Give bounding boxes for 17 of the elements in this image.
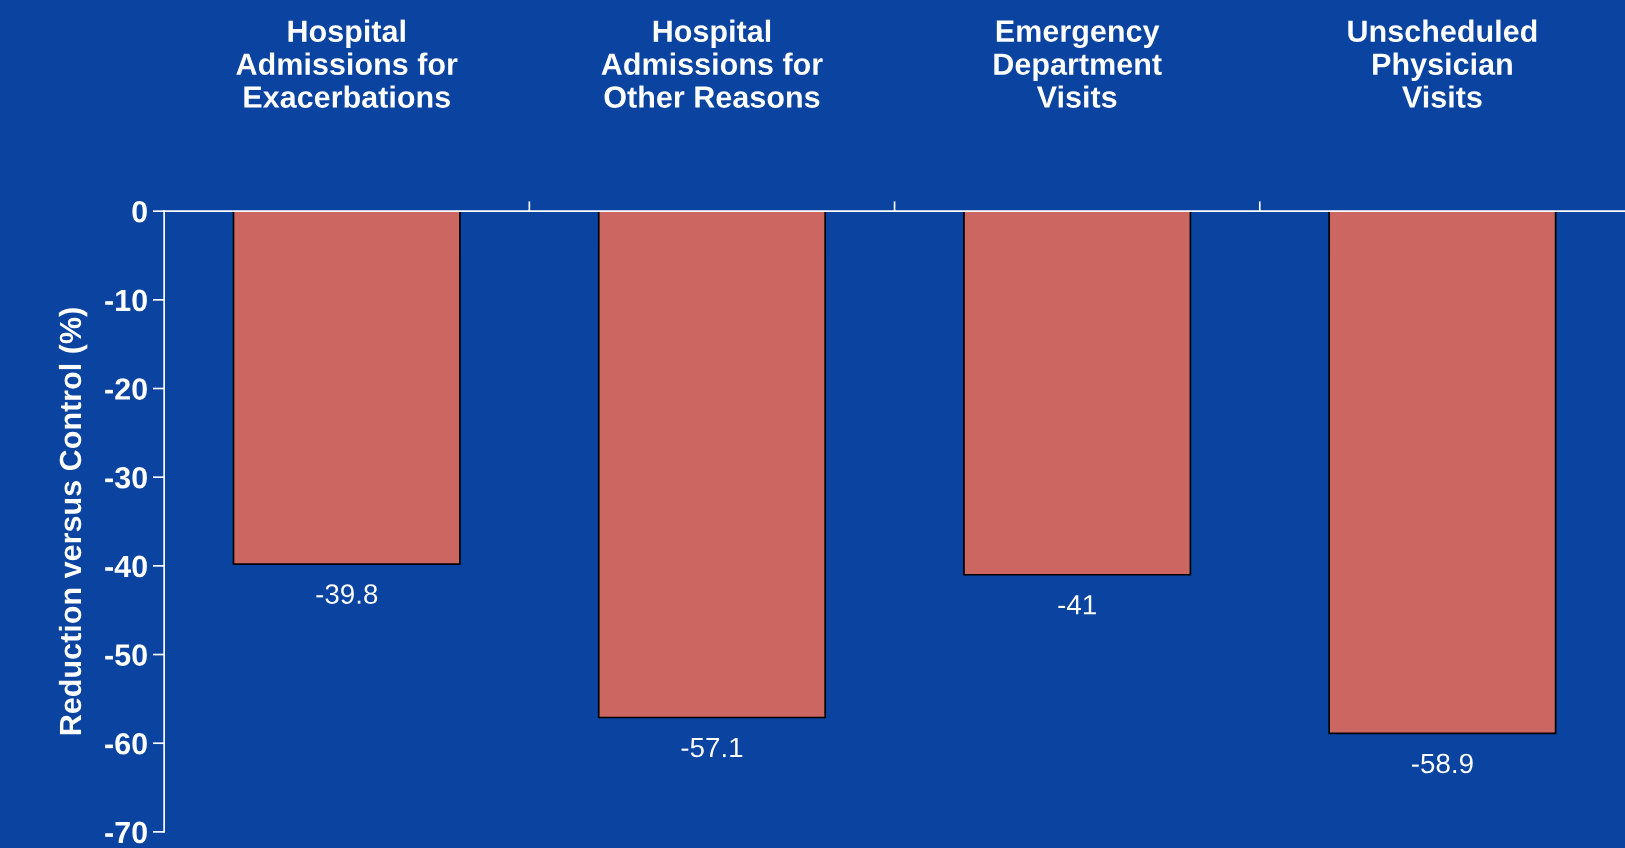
y-tick-label: -60 (105, 732, 147, 755)
x-tick-label: Hospital Admissions for Exacerbations (236, 19, 458, 108)
y-tick-label: 0 (132, 200, 147, 223)
y-tick-label: -50 (105, 644, 147, 666)
y-tick-label: -40 (105, 555, 147, 578)
data-label: -57.1 (681, 737, 743, 758)
x-tick-label: Unscheduled Physician Visits (1348, 19, 1537, 108)
y-axis-title: Reduction versus Control (%) (58, 308, 88, 735)
x-tick-label: Hospital Admissions for Other Reasons (601, 19, 823, 108)
x-tick-label: Emergency Department Visits (994, 20, 1162, 108)
y-tick-label: -70 (105, 821, 147, 844)
data-label: -39.8 (316, 584, 378, 604)
y-tick-label: -20 (105, 378, 147, 400)
y-tick-label: -10 (105, 289, 147, 312)
data-label: -41 (1058, 595, 1096, 615)
y-tick-label: -30 (105, 466, 147, 489)
data-label: -58.9 (1411, 753, 1473, 774)
